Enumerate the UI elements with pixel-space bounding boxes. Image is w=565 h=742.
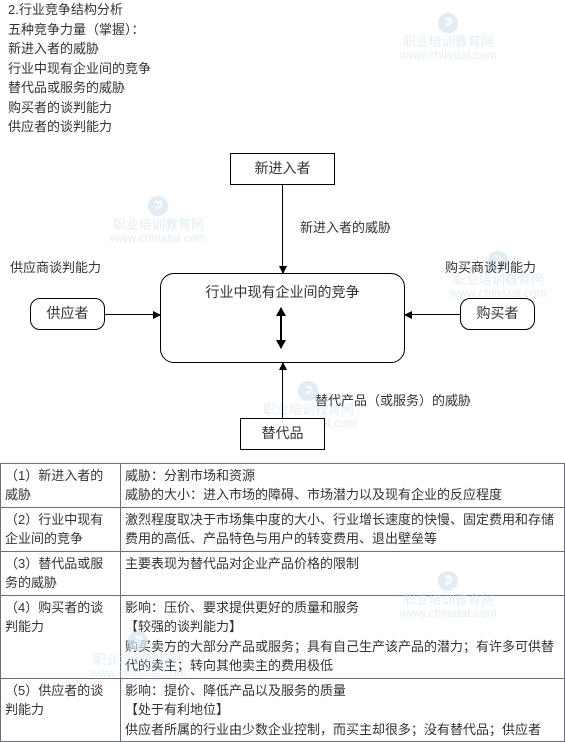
table-row: （5）供应者的谈判能力 影响：提价、降低产品以及服务的质量【处于有利地位】供应者… [1, 678, 565, 742]
five-forces-diagram: 新进入者 新进入者的威胁 行业中现有企业间的竞争 供应商谈判能力 供应者 购买商… [0, 143, 565, 463]
cell-desc: 主要表现为替代品对企业产品价格的限制 [121, 551, 565, 595]
edge-label-right: 购买商谈判能力 [445, 258, 536, 278]
header-line: 替代品或服务的威胁 [8, 78, 557, 98]
header-list: 2.行业竞争结构分析 五种竞争力量（掌握）： 新进入者的威胁 行业中现有企业间的… [0, 0, 565, 137]
node-substitutes: 替代品 [240, 418, 325, 450]
edge-label-top: 新进入者的威胁 [300, 218, 391, 238]
header-line: 五种竞争力量（掌握）： [8, 20, 557, 40]
node-suppliers: 供应者 [30, 298, 105, 330]
node-buyers: 购买者 [460, 298, 535, 330]
header-line: 新进入者的威胁 [8, 39, 557, 59]
node-label: 供应者 [47, 303, 89, 324]
cell-force: （2）行业中现有企业间的竞争 [1, 507, 121, 551]
arrow-top [282, 185, 283, 273]
cell-force: （1）新进入者的威胁 [1, 463, 121, 507]
node-label: 替代品 [262, 423, 304, 444]
table-row: （2）行业中现有企业间的竞争 激烈程度取决于市场集中度的大小、行业增长速度的快慢… [1, 507, 565, 551]
cell-desc: 影响：压价、要求提供更好的质量和服务【较强的谈判能力】购买卖方的大部分产品或服务… [121, 595, 565, 678]
header-line: 购买者的谈判能力 [8, 98, 557, 118]
cell-force: （3）替代品或服务的威胁 [1, 551, 121, 595]
arrow-left [105, 314, 160, 315]
header-line: 行业中现有企业间的竞争 [8, 59, 557, 79]
cell-desc: 影响：提价、降低产品以及服务的质量【处于有利地位】供应者所属的行业由少数企业控制… [121, 678, 565, 742]
edge-label-bottom: 替代产品（或服务）的威胁 [315, 391, 471, 411]
header-line: 供应者的谈判能力 [8, 117, 557, 137]
cell-force: （5）供应者的谈判能力 [1, 678, 121, 742]
node-new-entrants: 新进入者 [230, 153, 335, 185]
node-rivalry: 行业中现有企业间的竞争 [160, 273, 405, 363]
edge-label-left: 供应商谈判能力 [10, 258, 101, 278]
double-arrow-icon [280, 308, 282, 348]
node-label: 购买者 [477, 303, 519, 324]
arrow-right [405, 314, 460, 315]
arrow-bottom [282, 363, 283, 418]
node-label: 行业中现有企业间的竞争 [206, 282, 360, 303]
forces-table: （1）新进入者的威胁 威胁：分割市场和资源威胁的大小：进入市场的障碍、市场潜力以… [0, 463, 565, 742]
cell-force: （4）购买者的谈判能力 [1, 595, 121, 678]
header-line: 2.行业竞争结构分析 [8, 0, 557, 20]
table-row: （3）替代品或服务的威胁 主要表现为替代品对企业产品价格的限制 [1, 551, 565, 595]
table-row: （4）购买者的谈判能力 影响：压价、要求提供更好的质量和服务【较强的谈判能力】购… [1, 595, 565, 678]
cell-desc: 激烈程度取决于市场集中度的大小、行业增长速度的快慢、固定费用和存储费用的高低、产… [121, 507, 565, 551]
table-row: （1）新进入者的威胁 威胁：分割市场和资源威胁的大小：进入市场的障碍、市场潜力以… [1, 463, 565, 507]
node-label: 新进入者 [255, 158, 311, 179]
cell-desc: 威胁：分割市场和资源威胁的大小：进入市场的障碍、市场潜力以及现有企业的反应程度 [121, 463, 565, 507]
